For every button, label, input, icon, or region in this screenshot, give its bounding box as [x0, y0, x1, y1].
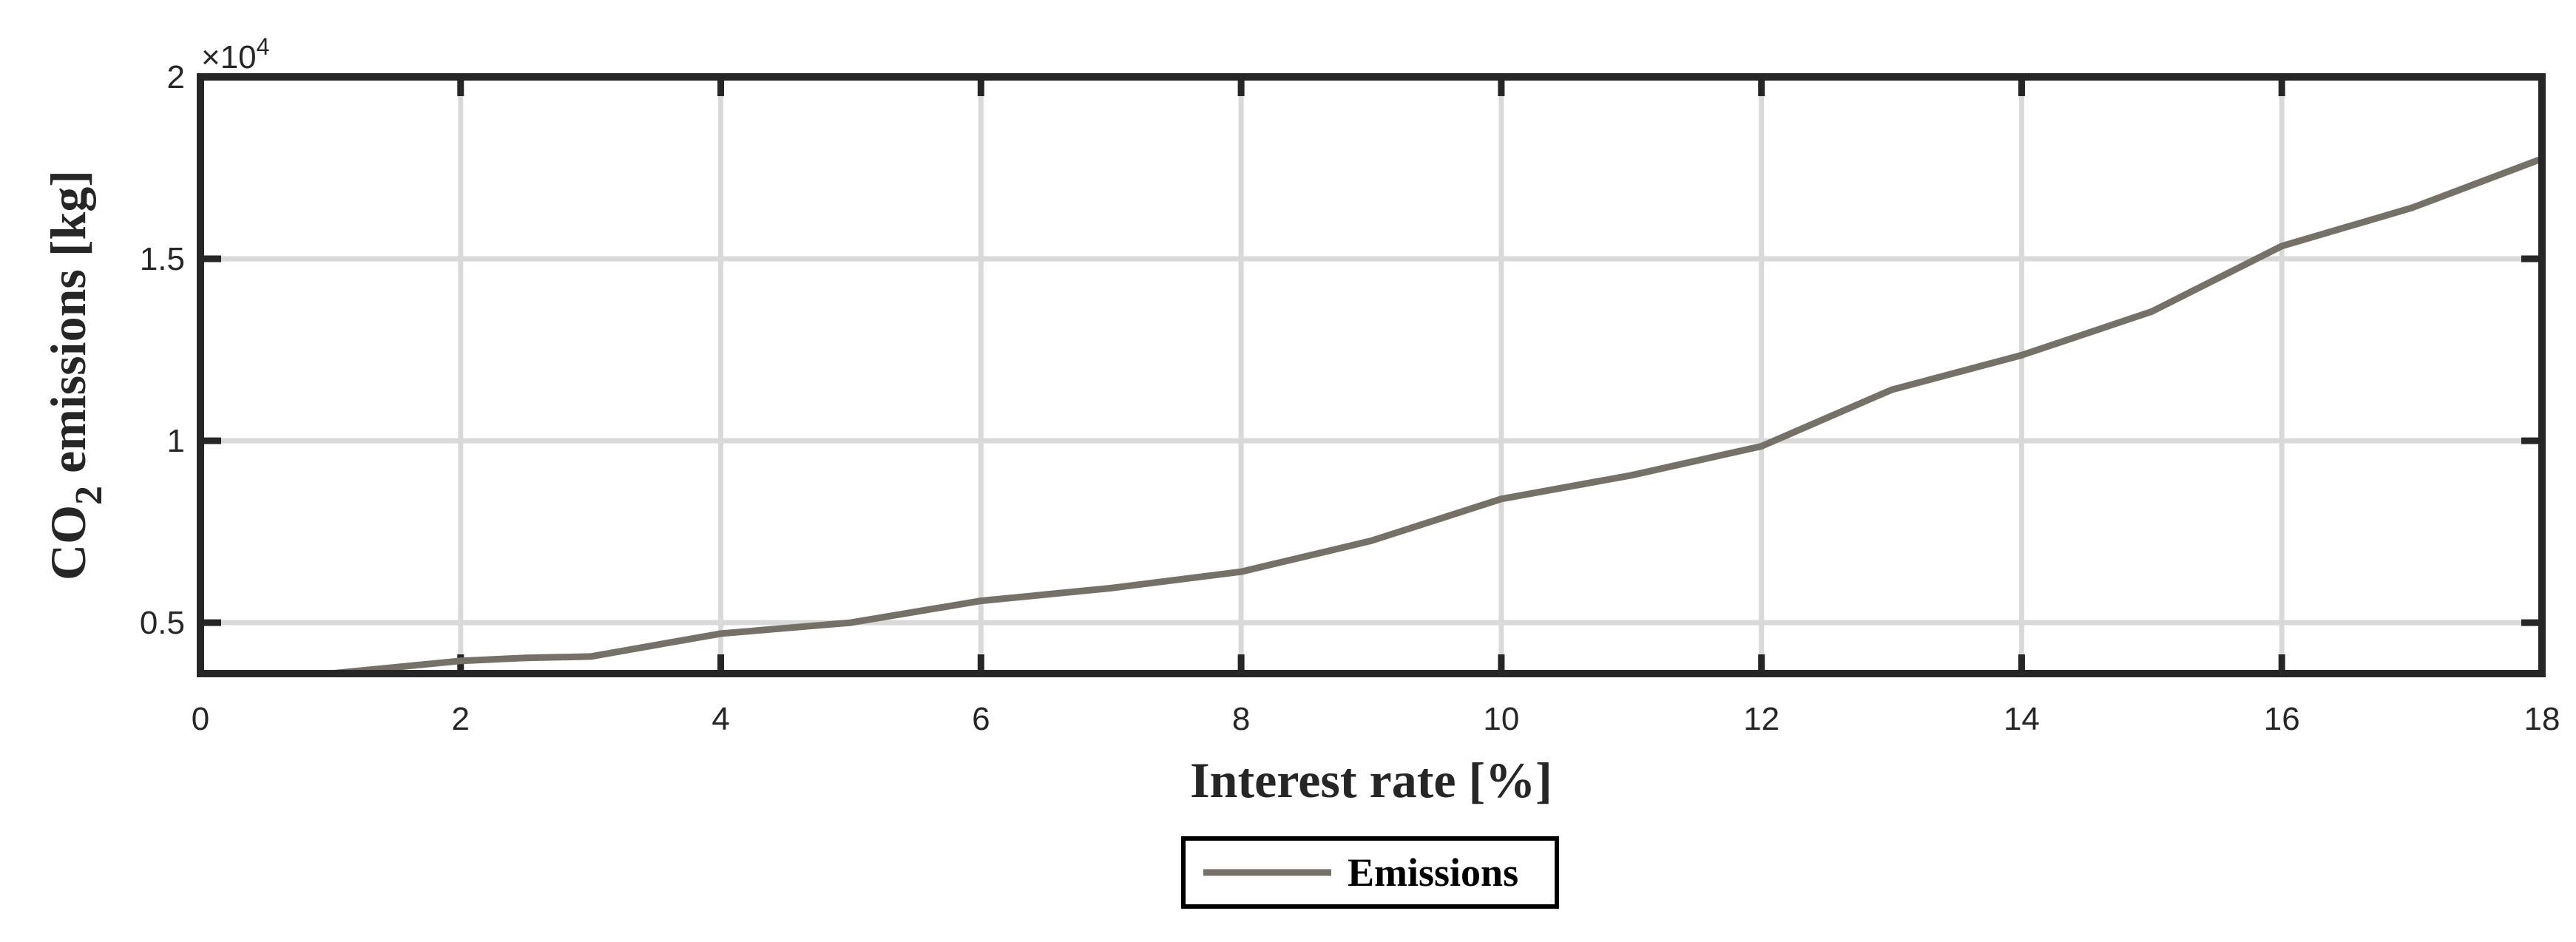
x-tick-label: 2 — [452, 701, 470, 737]
legend: Emissions — [1181, 836, 1559, 909]
series-layer — [327, 155, 2546, 677]
data-point — [457, 657, 464, 665]
y-axis-title-subscript: 2 — [68, 486, 110, 505]
data-point — [587, 653, 595, 660]
tick-marks — [200, 77, 2542, 674]
data-point — [2148, 308, 2155, 315]
y-axis-title-main: CO — [40, 505, 96, 580]
x-tick-label: 8 — [1232, 701, 1250, 737]
data-point — [1498, 495, 1505, 503]
data-point — [2278, 243, 2285, 250]
data-point — [717, 630, 725, 637]
data-point — [522, 654, 530, 662]
grid-lines — [200, 77, 2542, 674]
y-tick-label: 2 — [167, 59, 185, 95]
x-tick-label: 14 — [2004, 701, 2040, 737]
y-tick-label: 0.5 — [140, 605, 185, 641]
x-tick-label: 18 — [2524, 701, 2560, 737]
data-point — [1628, 472, 1635, 479]
y-axis-title-rest: emissions [kg] — [40, 170, 96, 486]
x-tick-label: 4 — [711, 701, 729, 737]
x-tick-label: 12 — [1743, 701, 1779, 737]
data-point — [1237, 568, 1245, 575]
x-tick-label: 10 — [1483, 701, 1519, 737]
y-axis-title: CO2 emissions [kg] — [40, 170, 110, 580]
data-point — [1758, 442, 1765, 450]
y-tick-label: 1.5 — [140, 241, 185, 277]
data-point — [1368, 537, 1375, 544]
y-axis-exponent: ×104 — [201, 33, 269, 75]
x-tick-label: 6 — [972, 701, 990, 737]
data-point — [1107, 584, 1115, 592]
series-line-emissions — [327, 155, 2546, 677]
y-tick-label: 1 — [167, 423, 185, 459]
y-exponent-prefix: ×10 — [201, 39, 257, 75]
plot-frame — [197, 73, 2546, 677]
data-point — [977, 597, 984, 605]
y-tick-labels: 0.5 1 1.5 2 — [140, 59, 185, 641]
data-point — [1888, 386, 1896, 393]
legend-label: Emissions — [1348, 850, 1518, 895]
x-tick-label: 0 — [192, 701, 209, 737]
data-point — [2018, 351, 2025, 359]
data-point — [847, 619, 854, 626]
x-axis-title: Interest rate [%] — [1190, 752, 1552, 808]
y-exponent-power: 4 — [257, 33, 270, 60]
x-tick-label: 16 — [2264, 701, 2300, 737]
data-point — [2408, 204, 2416, 211]
x-tick-labels: 0 2 4 6 8 10 12 14 16 18 — [192, 701, 2560, 737]
